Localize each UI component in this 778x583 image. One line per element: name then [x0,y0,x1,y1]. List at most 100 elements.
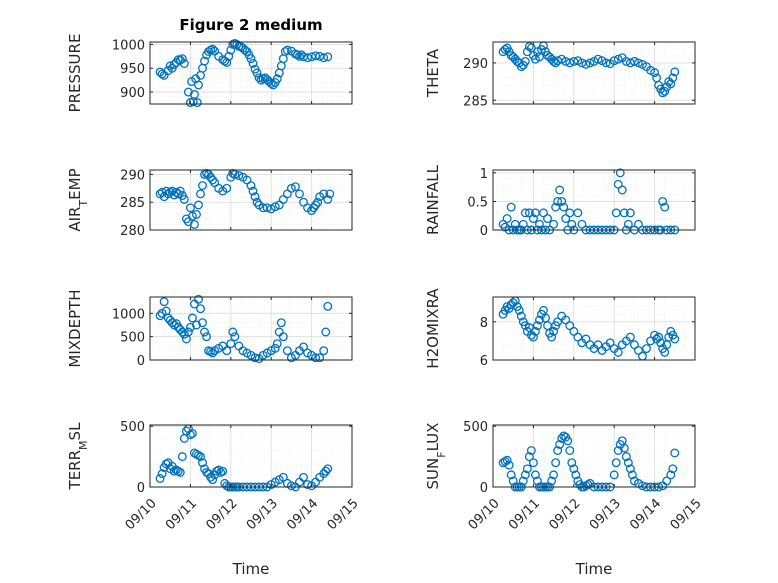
data-point [557,196,567,206]
data-point [196,452,205,462]
data-point [325,189,335,199]
data-point [557,433,567,443]
data-point [656,338,666,348]
data-point [246,54,256,64]
data-point [520,321,530,331]
panel-rainfall: 0 0.5 1 RAINFALL [424,164,696,239]
panel-h2omixra: 6 8 H2OMIXRA [424,288,696,369]
data-point [198,181,207,191]
data-point [658,88,668,98]
data-point [248,186,258,196]
data-point [609,56,619,66]
axes-box [149,296,353,361]
data-point [230,169,240,179]
data-point [194,450,203,460]
data-point [212,466,222,476]
data-point [321,327,331,337]
data-point [282,346,292,356]
data-point [268,80,278,90]
data-point [563,436,573,446]
data-point [514,305,524,315]
data-point [555,440,565,449]
data-point [549,219,559,229]
data-point [516,311,526,321]
data-point [208,44,218,54]
data-point [175,186,185,196]
data-point [313,197,323,207]
data-point [194,200,203,210]
data-point [633,219,643,229]
data-point [551,458,561,468]
y-tick-label: 950 [120,62,145,77]
data-point [573,332,583,342]
data-point [222,183,232,193]
data-point [569,56,579,66]
data-point [522,464,532,474]
data-point [593,340,603,350]
data-point [528,458,538,468]
axes-box [492,169,696,231]
data-point [169,466,179,476]
data-point [520,470,530,480]
y-tick-label: 1000 [112,307,145,322]
data-point [295,51,304,61]
data-point [524,42,534,51]
data-point [226,339,236,349]
data-point [216,467,226,477]
data-point [266,79,276,88]
data-point [565,321,575,331]
data-point [547,476,557,486]
data-point [520,56,530,66]
y-axis-label: MIXDEPTH [66,289,84,367]
data-point [629,56,639,66]
y-tick-label: 500 [120,420,145,435]
data-point [293,50,302,60]
data-point [272,74,282,84]
data-point [613,347,623,357]
data-point [159,297,169,307]
panel-mixdepth: 0 500 1000 MIXDEPTH [66,289,353,369]
data-point [185,430,195,440]
data-point [280,47,290,56]
data-point [278,472,288,482]
y-tick-label: 0 [137,354,145,369]
data-point [192,98,202,108]
data-point [214,465,224,475]
data-point [553,446,563,455]
data-point [187,313,197,323]
y-tick-label: 290 [463,57,488,72]
data-point [286,481,296,491]
data-point [666,470,676,480]
data-point [619,443,629,453]
data-point [605,338,615,348]
data-point [528,332,538,342]
data-point [196,189,205,199]
x-axis-label-left: Time [232,560,270,578]
data-point [282,45,292,55]
data-point [183,327,193,337]
data-point [524,208,534,218]
y-tick-label: 0 [137,481,145,496]
data-point [561,214,571,224]
data-point [278,332,288,342]
data-point [583,480,593,490]
panel-air-temp: 280 285 290 AIRTEMP [66,168,353,239]
data-point [270,202,280,212]
data-point [196,304,205,314]
data-point [569,464,579,474]
data-point [252,68,262,78]
data-point [272,339,282,349]
y-tick-label: 6 [480,354,488,369]
data-point [535,315,544,325]
data-point [311,51,321,61]
data-point [642,344,651,353]
data-point [167,318,177,328]
y-tick-label: 0.5 [467,195,488,210]
data-point [173,466,183,476]
y-tick-label: 285 [463,94,488,109]
y-tick-label: 500 [120,331,145,346]
data-point [290,182,300,192]
data-point [179,59,189,68]
data-point [581,334,591,344]
data-point [208,175,218,185]
